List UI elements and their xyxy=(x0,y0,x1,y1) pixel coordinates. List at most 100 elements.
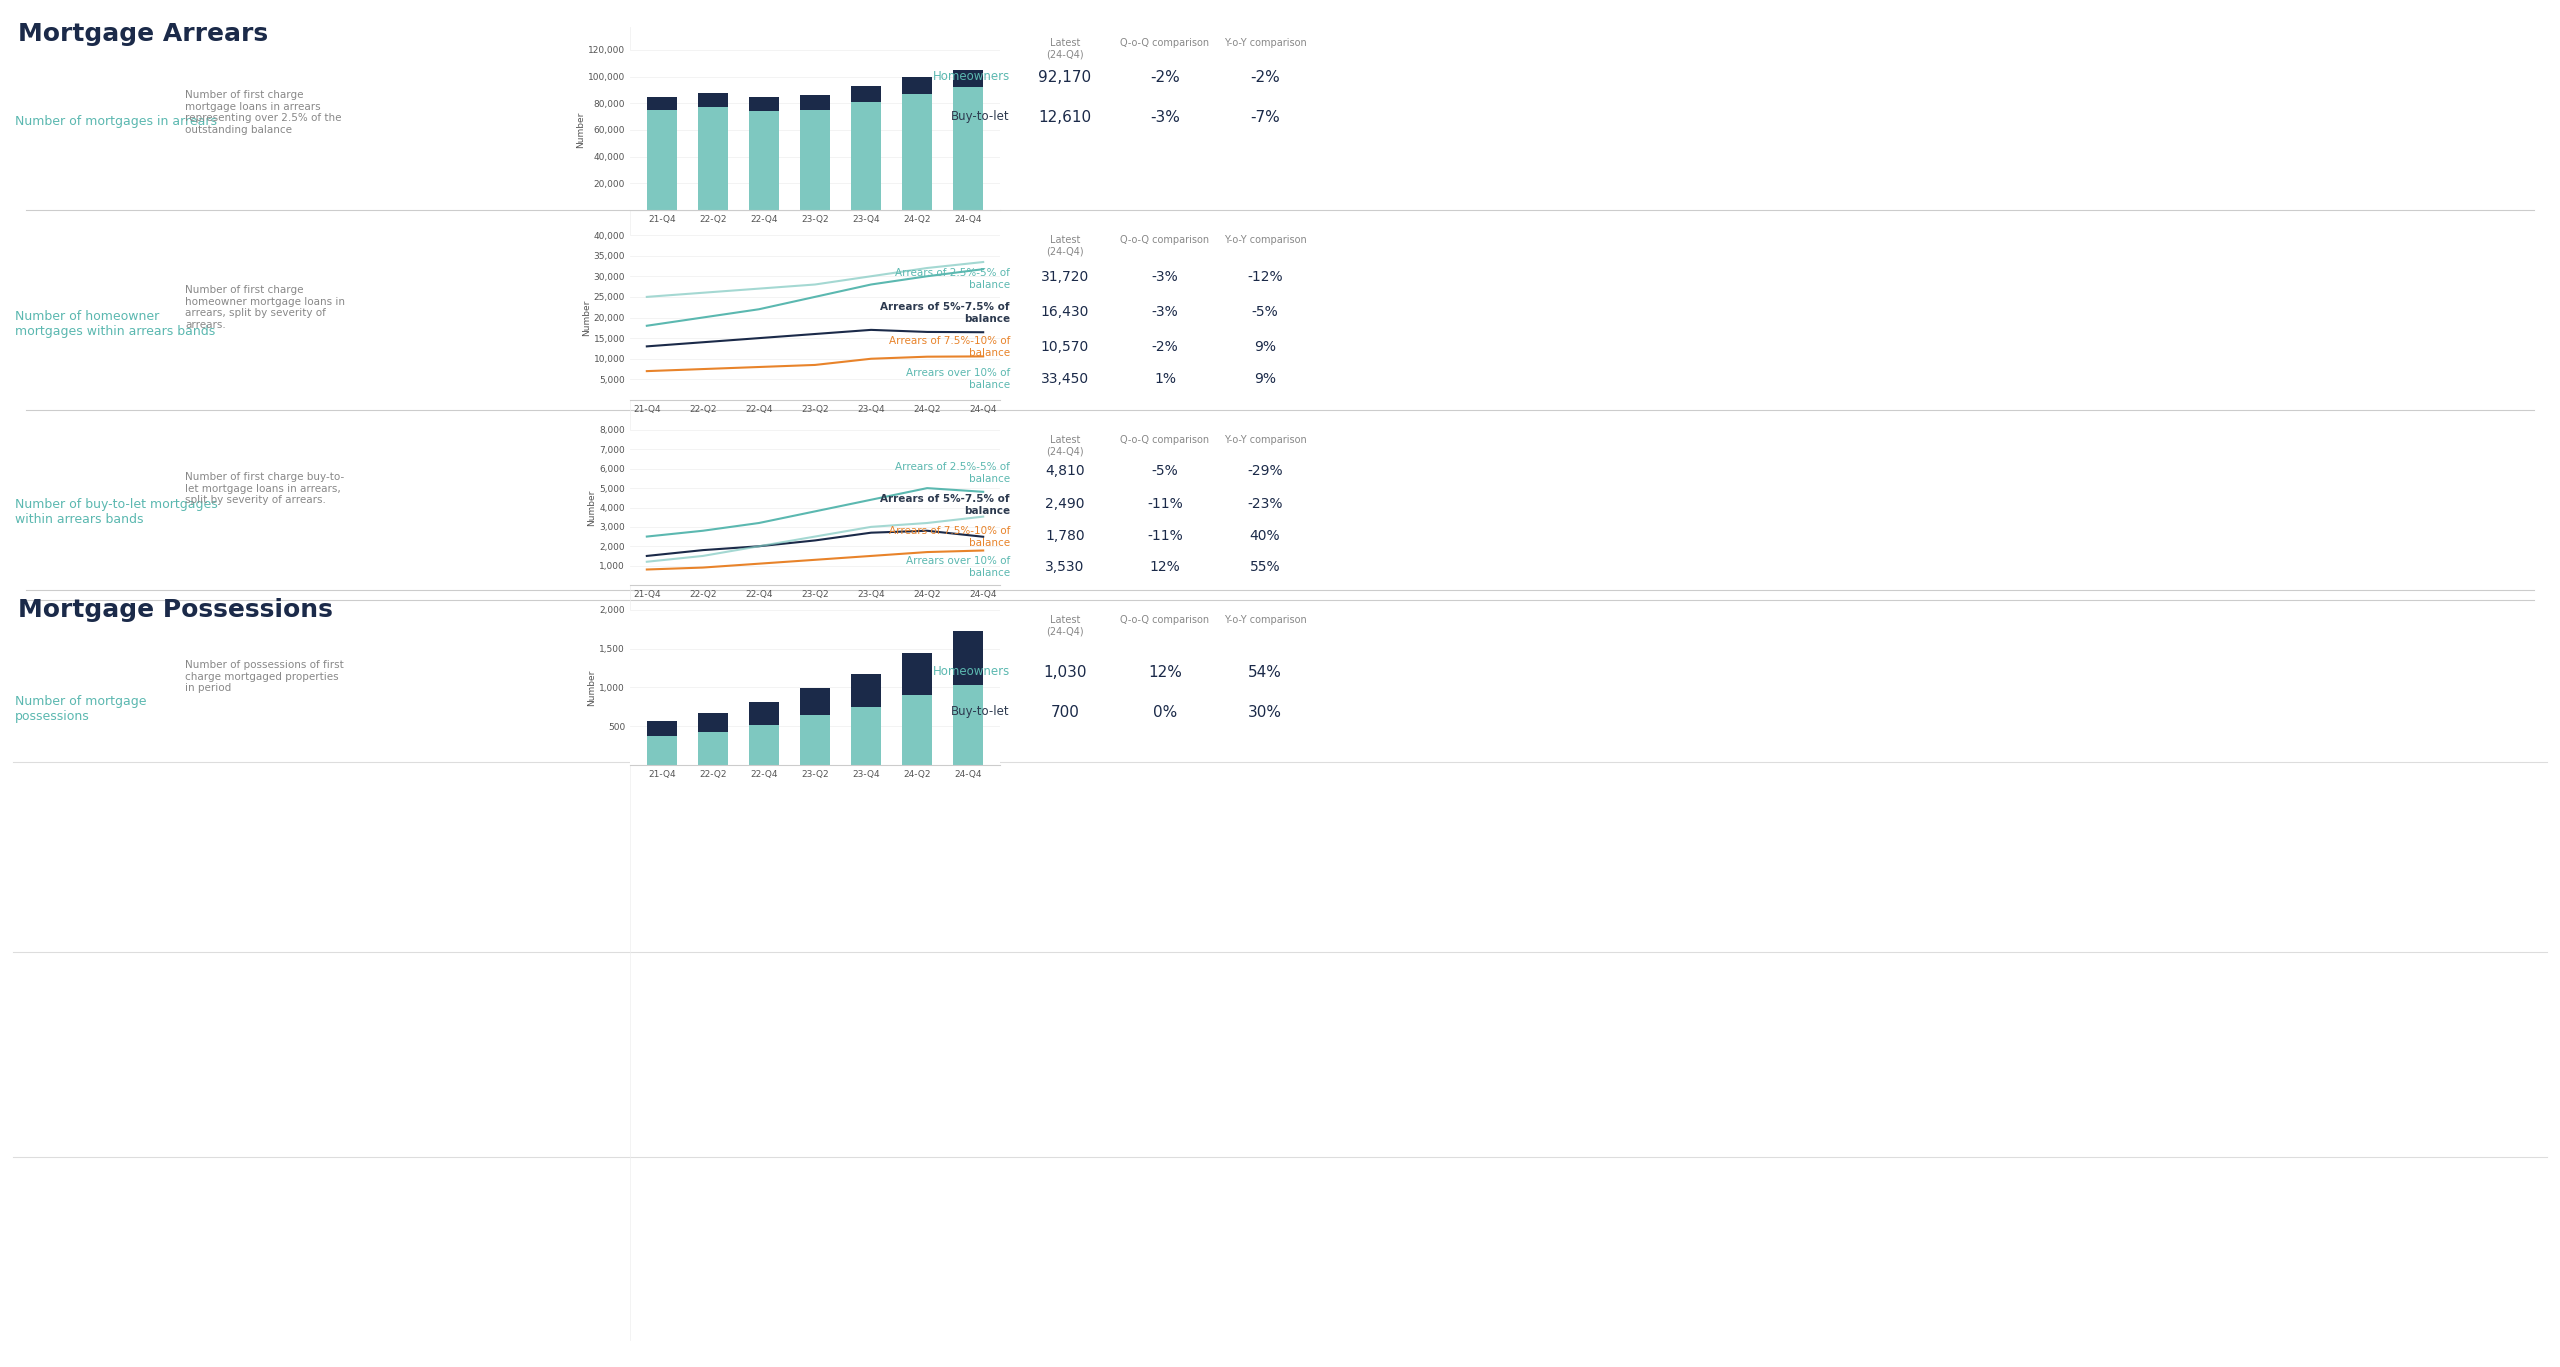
Text: Latest
(24-Q4): Latest (24-Q4) xyxy=(1047,435,1083,457)
Text: Arrears of 5%-7.5% of
balance: Arrears of 5%-7.5% of balance xyxy=(881,493,1011,515)
Y-axis label: Number: Number xyxy=(576,112,586,148)
Text: Number of first charge
homeowner mortgage loans in
arrears, split by severity of: Number of first charge homeowner mortgag… xyxy=(184,284,346,329)
Bar xyxy=(648,109,678,211)
Text: Latest
(24-Q4): Latest (24-Q4) xyxy=(1047,235,1083,257)
Text: Q-o-Q comparison: Q-o-Q comparison xyxy=(1121,615,1208,625)
Text: -3%: -3% xyxy=(1149,109,1180,124)
Text: Arrears of 2.5%-5% of
balance: Arrears of 2.5%-5% of balance xyxy=(896,268,1011,290)
Text: Y-o-Y comparison: Y-o-Y comparison xyxy=(1224,435,1306,446)
Text: 12%: 12% xyxy=(1147,664,1183,679)
Text: Y-o-Y comparison: Y-o-Y comparison xyxy=(1224,235,1306,245)
Bar xyxy=(799,688,829,715)
Text: Buy-to-let: Buy-to-let xyxy=(952,705,1011,718)
Text: -12%: -12% xyxy=(1247,271,1283,284)
Text: 33,450: 33,450 xyxy=(1042,372,1088,385)
Text: 1,780: 1,780 xyxy=(1044,529,1085,543)
Text: Number of mortgages in arrears: Number of mortgages in arrears xyxy=(15,115,218,128)
Text: 40%: 40% xyxy=(1249,529,1280,543)
Text: 12,610: 12,610 xyxy=(1039,109,1091,124)
Y-axis label: Number: Number xyxy=(589,670,596,705)
Text: Q-o-Q comparison: Q-o-Q comparison xyxy=(1121,38,1208,48)
Text: Mortgage Possessions: Mortgage Possessions xyxy=(18,597,333,622)
Text: Number of mortgage
possessions: Number of mortgage possessions xyxy=(15,694,146,723)
Text: -3%: -3% xyxy=(1152,305,1178,319)
Text: 700: 700 xyxy=(1050,705,1080,720)
Bar xyxy=(850,674,881,707)
Text: 12%: 12% xyxy=(1149,560,1180,574)
Text: 3,530: 3,530 xyxy=(1044,560,1085,574)
Text: Number of first charge
mortgage loans in arrears
representing over 2.5% of the
o: Number of first charge mortgage loans in… xyxy=(184,90,340,135)
Text: Buy-to-let: Buy-to-let xyxy=(952,109,1011,123)
Bar xyxy=(799,94,829,109)
Bar xyxy=(648,97,678,109)
Text: Q-o-Q comparison: Q-o-Q comparison xyxy=(1121,235,1208,245)
Bar xyxy=(850,103,881,211)
Y-axis label: Number: Number xyxy=(581,299,591,336)
Bar xyxy=(952,632,983,685)
Text: -2%: -2% xyxy=(1152,340,1178,354)
Bar xyxy=(748,703,778,725)
Text: 30%: 30% xyxy=(1249,705,1283,720)
Text: 16,430: 16,430 xyxy=(1042,305,1088,319)
Text: 92,170: 92,170 xyxy=(1039,70,1091,85)
Text: Y-o-Y comparison: Y-o-Y comparison xyxy=(1224,38,1306,48)
Text: -5%: -5% xyxy=(1152,463,1178,478)
Text: Latest
(24-Q4): Latest (24-Q4) xyxy=(1047,615,1083,637)
Text: Homeowners: Homeowners xyxy=(932,70,1011,83)
Text: 55%: 55% xyxy=(1249,560,1280,574)
Bar xyxy=(901,696,932,766)
Text: -2%: -2% xyxy=(1149,70,1180,85)
Bar xyxy=(699,714,730,731)
Bar xyxy=(850,707,881,766)
Text: -29%: -29% xyxy=(1247,463,1283,478)
Text: 0%: 0% xyxy=(1152,705,1178,720)
Bar xyxy=(901,94,932,211)
Text: Arrears of 7.5%-10% of
balance: Arrears of 7.5%-10% of balance xyxy=(888,526,1011,548)
Text: Arrears of 2.5%-5% of
balance: Arrears of 2.5%-5% of balance xyxy=(896,462,1011,484)
Bar xyxy=(952,70,983,87)
Text: Arrears of 5%-7.5% of
balance: Arrears of 5%-7.5% of balance xyxy=(881,302,1011,324)
Text: 2,490: 2,490 xyxy=(1044,498,1085,511)
Text: -5%: -5% xyxy=(1252,305,1277,319)
Y-axis label: Number: Number xyxy=(589,489,596,526)
Text: 10,570: 10,570 xyxy=(1042,340,1088,354)
Bar xyxy=(952,87,983,211)
Text: -23%: -23% xyxy=(1247,498,1283,511)
Bar xyxy=(799,109,829,211)
Bar xyxy=(850,86,881,103)
Bar xyxy=(799,715,829,766)
Text: Number of homeowner
mortgages within arrears bands: Number of homeowner mortgages within arr… xyxy=(15,310,215,338)
Text: Arrears over 10% of
balance: Arrears over 10% of balance xyxy=(906,368,1011,390)
Text: Homeowners: Homeowners xyxy=(932,664,1011,678)
Bar xyxy=(952,685,983,766)
Bar xyxy=(901,78,932,94)
Text: 4,810: 4,810 xyxy=(1044,463,1085,478)
Text: 9%: 9% xyxy=(1254,372,1275,385)
Text: Mortgage Arrears: Mortgage Arrears xyxy=(18,22,269,46)
Bar xyxy=(699,731,730,766)
Text: Q-o-Q comparison: Q-o-Q comparison xyxy=(1121,435,1208,446)
Text: -7%: -7% xyxy=(1249,109,1280,124)
Bar xyxy=(648,720,678,737)
Bar xyxy=(901,652,932,696)
Text: Arrears over 10% of
balance: Arrears over 10% of balance xyxy=(906,556,1011,578)
Text: 1%: 1% xyxy=(1155,372,1175,385)
Text: Number of possessions of first
charge mortgaged properties
in period: Number of possessions of first charge mo… xyxy=(184,660,343,693)
Text: Y-o-Y comparison: Y-o-Y comparison xyxy=(1224,615,1306,625)
Text: -3%: -3% xyxy=(1152,271,1178,284)
Text: Number of first charge buy-to-
let mortgage loans in arrears,
split by severity : Number of first charge buy-to- let mortg… xyxy=(184,472,343,506)
Text: 54%: 54% xyxy=(1249,664,1283,679)
Bar xyxy=(699,93,730,108)
Text: -11%: -11% xyxy=(1147,529,1183,543)
Bar xyxy=(648,737,678,766)
Bar xyxy=(699,108,730,211)
Bar xyxy=(748,725,778,766)
Text: -2%: -2% xyxy=(1249,70,1280,85)
Bar xyxy=(748,111,778,211)
Text: Latest
(24-Q4): Latest (24-Q4) xyxy=(1047,38,1083,60)
Text: Number of buy-to-let mortgages
within arrears bands: Number of buy-to-let mortgages within ar… xyxy=(15,498,218,526)
Text: 1,030: 1,030 xyxy=(1044,664,1088,679)
Text: 31,720: 31,720 xyxy=(1042,271,1088,284)
Text: Arrears of 7.5%-10% of
balance: Arrears of 7.5%-10% of balance xyxy=(888,336,1011,358)
Bar xyxy=(748,97,778,111)
